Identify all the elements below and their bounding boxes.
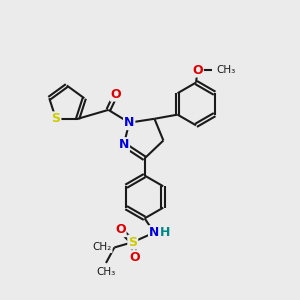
Text: O: O	[115, 223, 126, 236]
Text: H: H	[159, 226, 170, 239]
Text: N: N	[149, 226, 159, 239]
Text: CH₃: CH₃	[96, 266, 116, 277]
Text: O: O	[130, 251, 140, 264]
Text: S: S	[51, 112, 60, 125]
Text: N: N	[124, 116, 134, 129]
Text: O: O	[110, 88, 121, 100]
Text: N: N	[119, 138, 129, 151]
Text: CH₂: CH₂	[93, 242, 112, 253]
Text: O: O	[192, 64, 203, 76]
Text: S: S	[128, 236, 137, 249]
Text: CH₃: CH₃	[216, 65, 236, 75]
